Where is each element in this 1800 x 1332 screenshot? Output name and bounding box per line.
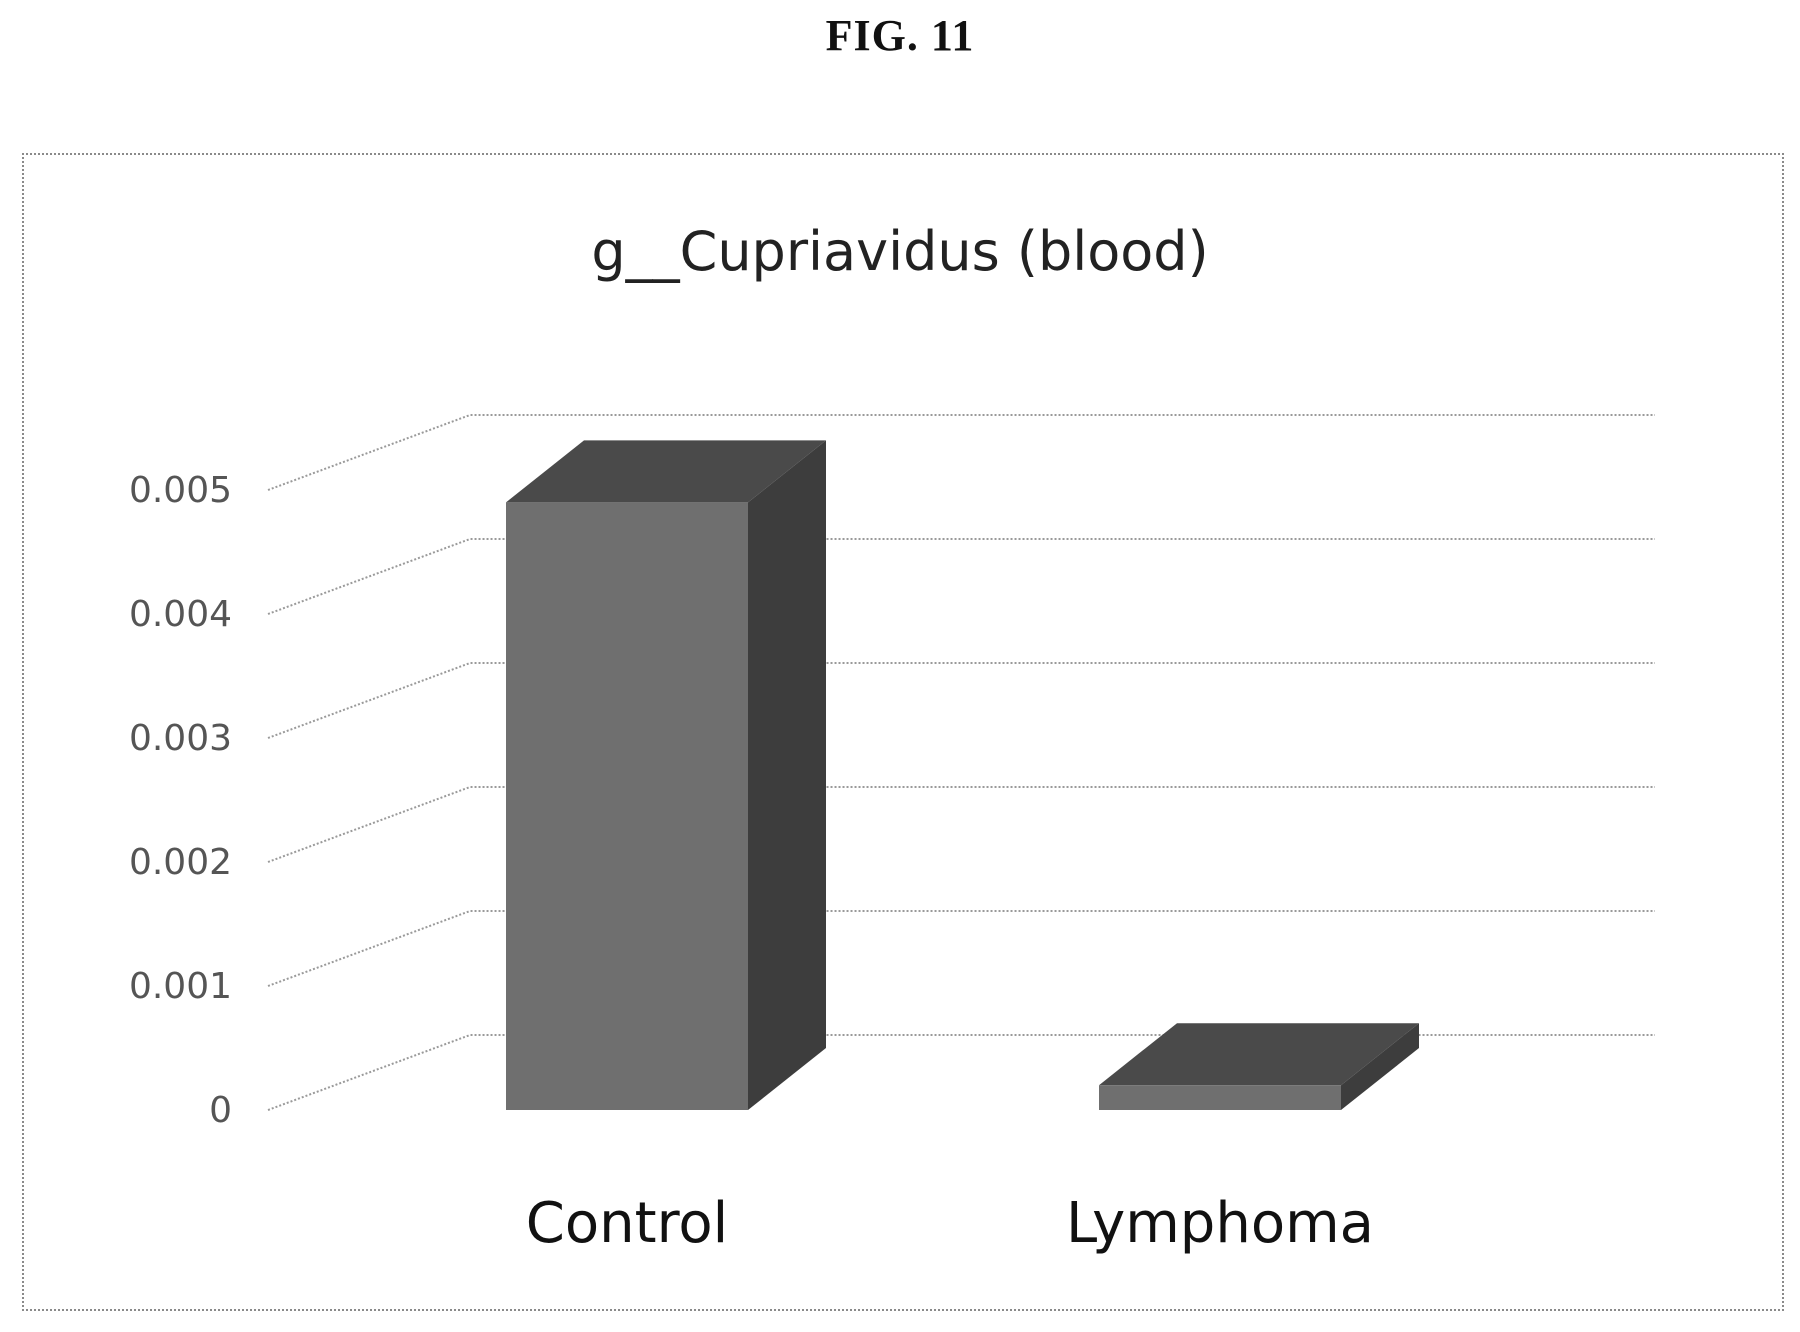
x-category-label: Control (526, 1191, 728, 1256)
gridline (267, 538, 1655, 615)
bars (506, 440, 1419, 1110)
bar-lymphoma (1099, 1023, 1419, 1110)
bar-top (506, 440, 826, 503)
bar-control (506, 440, 826, 1110)
y-tick-label: 0 (209, 1090, 232, 1131)
y-axis-ticks: 0 0.001 0.002 0.003 0.004 0.005 (129, 470, 232, 1131)
y-tick-label: 0.001 (129, 966, 232, 1007)
gridline (267, 414, 1655, 491)
bar-top (1099, 1023, 1419, 1086)
gridline (267, 662, 1655, 739)
y-tick-label: 0.004 (129, 594, 232, 635)
chart-frame (22, 153, 1784, 1311)
x-category-label: Lymphoma (1066, 1191, 1374, 1256)
bar-side (1341, 1023, 1419, 1110)
chart-title: g__Cupriavidus (blood) (591, 220, 1208, 283)
x-axis-labels: Control Lymphoma (526, 1191, 1374, 1256)
bar-front (1099, 1085, 1341, 1110)
bar-side (748, 440, 826, 1110)
y-tick-label: 0.002 (129, 842, 232, 883)
gridline (267, 910, 1655, 987)
y-tick-label: 0.003 (129, 718, 232, 759)
bar-front (506, 502, 748, 1110)
figure-label: FIG. 11 (825, 11, 975, 60)
gridline (267, 786, 1655, 863)
y-tick-label: 0.005 (129, 470, 232, 511)
gridlines (267, 414, 1655, 1111)
gridline (267, 1034, 1655, 1111)
